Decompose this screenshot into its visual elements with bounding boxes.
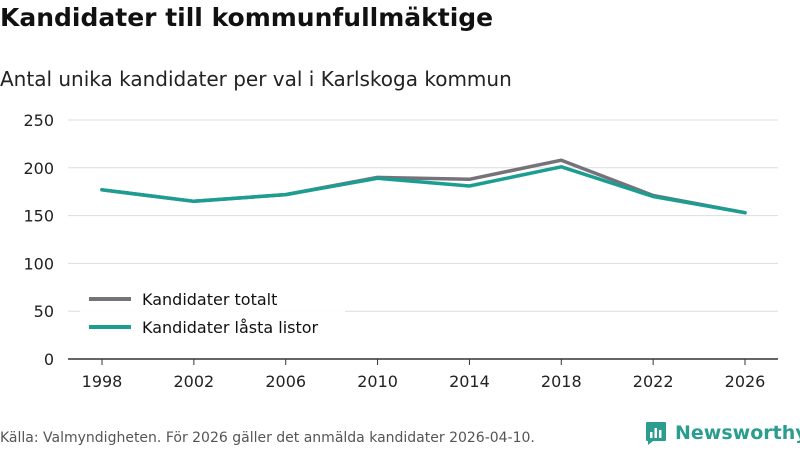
x-tick-label: 2026 xyxy=(725,372,766,391)
y-axis-ticks: 0 50 100 150 200 250 xyxy=(23,111,54,369)
x-tick-label: 2022 xyxy=(633,372,674,391)
brand-name: Newsworthy xyxy=(675,422,800,444)
y-tick-label: 0 xyxy=(44,350,54,369)
x-tick-label: 2002 xyxy=(173,372,214,391)
gridlines xyxy=(68,119,778,312)
x-tick-label: 2010 xyxy=(357,372,398,391)
x-tick-label: 2018 xyxy=(541,372,582,391)
y-tick-label: 100 xyxy=(23,254,54,273)
x-tick-label: 2014 xyxy=(449,372,490,391)
x-tick-label: 2006 xyxy=(265,372,306,391)
legend-label: Kandidater låsta listor xyxy=(142,318,319,337)
newsworthy-logo-icon xyxy=(646,422,666,445)
source-note: Källa: Valmyndigheten. För 2026 gäller d… xyxy=(0,430,535,446)
chart-title: Kandidater till kommunfullmäktige xyxy=(0,3,494,32)
legend: Kandidater totalt Kandidater låsta listor xyxy=(80,286,345,342)
series-lines xyxy=(100,158,747,215)
brand-logo[interactable]: Newsworthy xyxy=(645,420,800,446)
series-line-locked-lists xyxy=(100,165,747,215)
chart-subtitle: Antal unika kandidater per val i Karlsko… xyxy=(0,67,512,91)
y-tick-label: 50 xyxy=(34,302,54,321)
legend-background xyxy=(80,286,345,342)
x-tick-label: 1998 xyxy=(82,372,123,391)
legend-label: Kandidater totalt xyxy=(142,290,277,309)
y-tick-label: 200 xyxy=(23,159,54,178)
y-tick-label: 150 xyxy=(23,207,54,226)
x-axis-ticks: 1998 2002 2006 2010 2014 2018 2022 2026 xyxy=(82,359,766,391)
y-tick-label: 250 xyxy=(23,111,54,130)
